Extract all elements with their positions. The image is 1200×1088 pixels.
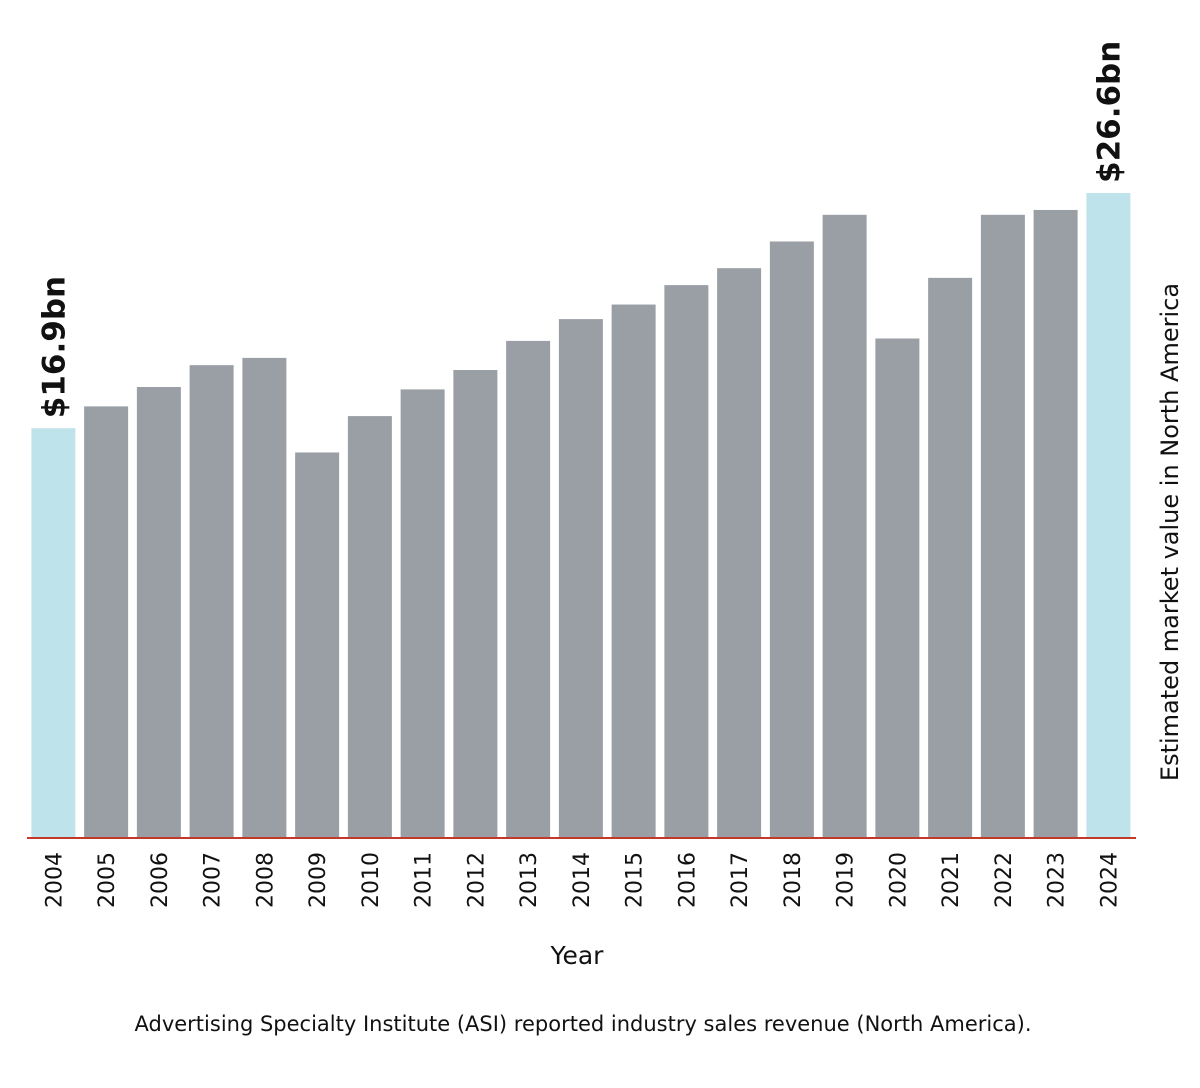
bar (822, 214, 867, 838)
bar (189, 365, 234, 838)
bar (664, 285, 709, 839)
bar (136, 386, 181, 838)
bar (769, 241, 814, 839)
bar (84, 406, 129, 838)
x-tick-label: 2008 (253, 852, 278, 908)
bar (980, 214, 1025, 838)
x-tick-label: 2009 (306, 852, 331, 908)
x-tick-label: 2018 (781, 852, 806, 908)
x-tick-label: 2012 (464, 852, 489, 908)
x-tick-label: 2021 (939, 852, 964, 908)
x-tick-label: 2013 (517, 852, 542, 908)
x-tick-label: 2017 (728, 852, 753, 908)
x-tick-label: 2022 (992, 852, 1017, 908)
bar (295, 452, 340, 838)
bar (400, 389, 445, 838)
bar (1033, 209, 1078, 838)
y-axis-title: Estimated market value in North America (1156, 283, 1184, 781)
x-tick-label: 2004 (42, 852, 67, 908)
x-tick-label: 2015 (623, 852, 648, 908)
bar (31, 428, 76, 838)
bar (506, 340, 551, 838)
x-tick-label: 2020 (886, 852, 911, 908)
bar (928, 277, 973, 838)
x-axis-title: Year (550, 941, 605, 970)
x-tick-label: 2005 (95, 852, 120, 908)
x-tick-label: 2010 (359, 852, 384, 908)
x-tick-label: 2014 (570, 852, 595, 908)
x-tick-label: 2016 (675, 852, 700, 908)
bar (717, 268, 762, 838)
x-tick-label: 2011 (412, 852, 437, 908)
bar (347, 416, 392, 838)
bar (1086, 193, 1131, 838)
x-tick-label: 2007 (201, 852, 226, 908)
x-tick-label: 2024 (1097, 852, 1122, 908)
bar (611, 304, 656, 838)
value-label: $16.9bn (36, 276, 72, 418)
value-label: $26.6bn (1091, 41, 1127, 183)
bar (242, 357, 287, 838)
caption: Advertising Specialty Institute (ASI) re… (135, 1012, 1032, 1036)
bar (558, 319, 603, 839)
x-tick-label: 2023 (1045, 852, 1070, 908)
bar (453, 370, 498, 838)
x-tick-label: 2006 (148, 852, 173, 908)
x-tick-label: 2019 (834, 852, 859, 908)
bar (875, 338, 920, 838)
